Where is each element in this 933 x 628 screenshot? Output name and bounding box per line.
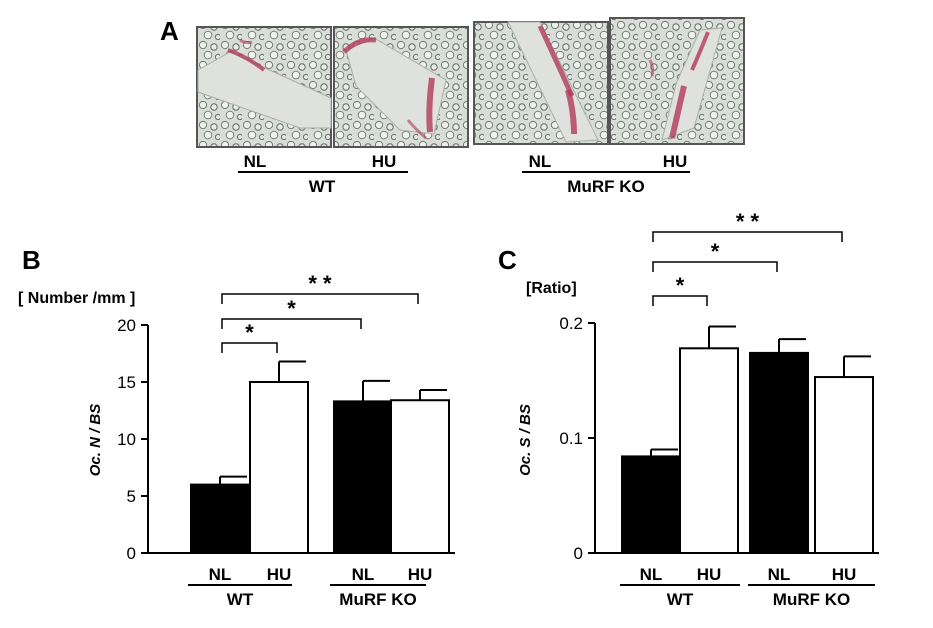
x-category-label-b: NL: [352, 565, 375, 584]
x-category-label-c: HU: [832, 565, 857, 584]
bar-c-hu-3: [814, 376, 874, 554]
significance-marker-c-1: *: [711, 239, 720, 264]
group-label-c: WT: [667, 590, 694, 609]
significance-bracket-b-0: [221, 342, 278, 353]
a-label-murf-nl: NL: [529, 152, 552, 171]
a-label-wt-nl: NL: [244, 152, 267, 171]
significance-bracket-b-2: [221, 293, 419, 304]
bar-c-hu-1: [679, 347, 739, 554]
bar-c-nl-2: [749, 351, 809, 554]
significance-marker-b-0: *: [245, 320, 254, 345]
significance-marker-b-2: * *: [308, 271, 332, 296]
panel-label-b: B: [22, 245, 41, 275]
significance-marker-c-0: *: [676, 273, 685, 298]
panel-label-c: C: [498, 245, 517, 275]
x-category-label-c: NL: [640, 565, 663, 584]
micrograph-murf-nl: [473, 21, 609, 145]
significance-bracket-c-0: [652, 295, 708, 306]
y-tick-label-c: 0: [574, 544, 583, 563]
a-label-murf-hu: HU: [663, 152, 688, 171]
y-tick-label-b: 5: [127, 487, 136, 506]
micrograph-wt-hu: [333, 26, 469, 148]
x-category-label-c: NL: [768, 565, 791, 584]
bar-b-nl-2: [333, 400, 393, 554]
x-category-label-b: HU: [267, 565, 292, 584]
significance-bracket-c-2: [652, 231, 843, 242]
group-label-c: MuRF KO: [773, 590, 850, 609]
panel-label-a: A: [160, 16, 179, 46]
unit-label-b: [ Number /mm ]: [18, 290, 135, 307]
y-tick-label-c: 0.1: [559, 429, 583, 448]
y-tick-label-c: 0.2: [559, 314, 583, 333]
unit-label-c: [Ratio]: [526, 280, 577, 297]
micrograph-murf-hu: [609, 17, 745, 145]
y-tick-label-b: 20: [117, 316, 136, 335]
group-label-b: WT: [227, 590, 254, 609]
bar-b-hu-3: [390, 399, 450, 554]
micrograph-wt-nl: [196, 26, 332, 148]
a-group-wt: WT: [309, 177, 336, 196]
y-tick-label-b: 0: [127, 544, 136, 563]
chart-b: [ Number /mm ] Oc. N / BS 0 5 10 15 20 NL HU NL HU…: [18, 271, 455, 609]
y-tick-label-b: 15: [117, 373, 136, 392]
x-category-label-b: HU: [408, 565, 433, 584]
significance-bracket-b-1: [221, 318, 362, 329]
significance-marker-c-2: * *: [736, 209, 760, 234]
x-category-label-b: NL: [209, 565, 232, 584]
significance-marker-b-1: *: [287, 296, 296, 321]
a-label-wt-hu: HU: [372, 152, 397, 171]
significance-bracket-c-1: [652, 261, 778, 272]
a-group-murf: MuRF KO: [567, 177, 644, 196]
y-axis-label-c: Oc. S / BS: [517, 404, 534, 476]
bar-b-hu-1: [249, 381, 309, 554]
y-axis-label-b: Oc. N / BS: [87, 404, 104, 477]
bar-b-nl-0: [190, 483, 250, 555]
x-category-label-c: HU: [697, 565, 722, 584]
bar-c-nl-0: [621, 455, 681, 554]
group-label-b: MuRF KO: [339, 590, 416, 609]
y-tick-label-b: 10: [117, 430, 136, 449]
